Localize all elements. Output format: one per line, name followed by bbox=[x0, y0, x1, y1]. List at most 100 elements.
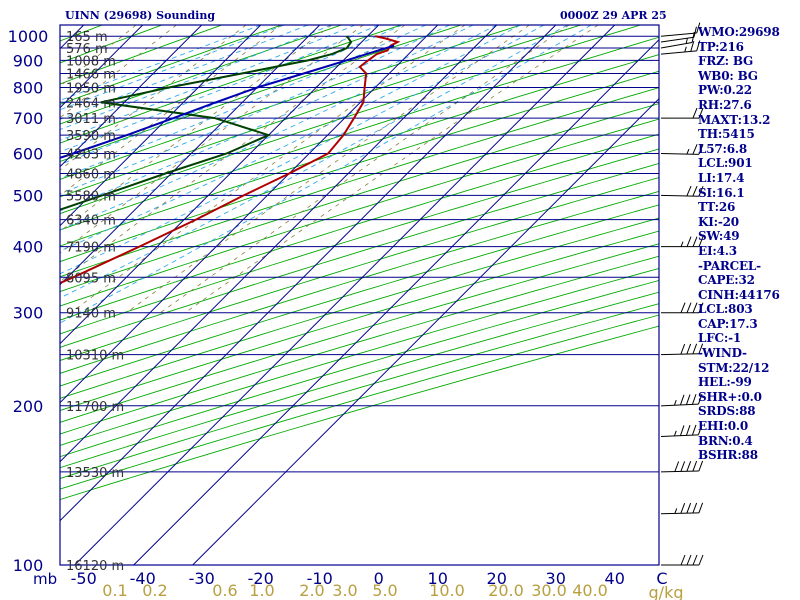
index-item: MAXT:13.2 bbox=[698, 112, 771, 127]
wind-barb-flag bbox=[686, 343, 692, 355]
wind-barb-flag bbox=[692, 185, 698, 197]
mixing-ratio-label: 3.0 bbox=[332, 581, 357, 600]
pressure-tick-label: 500 bbox=[13, 186, 44, 205]
dry-adiabat bbox=[60, 217, 659, 399]
mixing-ratio-label: 30.0 bbox=[531, 581, 567, 600]
wind-barb-flag bbox=[698, 554, 704, 566]
wind-barb-flag bbox=[698, 186, 704, 197]
wind-barb-half-flag bbox=[686, 148, 690, 155]
index-item: CINH:44176 bbox=[698, 287, 780, 302]
height-label: 4203 m bbox=[66, 148, 116, 163]
isotherm bbox=[74, 25, 616, 565]
wind-barb bbox=[660, 502, 704, 515]
wind-barb bbox=[660, 31, 695, 49]
index-item: STM:22/12 bbox=[698, 360, 770, 375]
temperature-tick-label: 40 bbox=[605, 569, 625, 588]
wind-barb-flag bbox=[698, 236, 704, 247]
temperature-tick-label: -40 bbox=[130, 569, 156, 588]
wind-barb-flag bbox=[698, 302, 704, 313]
wind-barb-flag bbox=[692, 460, 698, 472]
mixing-ratio-lines bbox=[60, 25, 599, 314]
index-item: TT:26 bbox=[698, 200, 736, 215]
wind-barb-staff bbox=[660, 36, 694, 43]
plot-border bbox=[59, 24, 660, 566]
mixing-ratio-label: 0.6 bbox=[212, 581, 237, 600]
wind-barb bbox=[660, 185, 704, 197]
dry-adiabat bbox=[0, 25, 42, 565]
wind-barb-flag bbox=[686, 302, 692, 313]
moist-adiabat bbox=[60, 25, 474, 212]
height-label: 10310 m bbox=[66, 349, 124, 364]
dry-adiabat bbox=[60, 314, 659, 490]
isotherm bbox=[133, 38, 659, 565]
wind-barb-flag bbox=[693, 26, 697, 38]
wind-barb-flag bbox=[697, 424, 703, 435]
height-label: 1950 m bbox=[66, 82, 116, 97]
wind-barb-flag bbox=[698, 343, 704, 354]
temperature-tick-label: -50 bbox=[71, 569, 97, 588]
wind-barb-half-flag bbox=[680, 241, 684, 247]
wind-barb-flag bbox=[680, 503, 686, 514]
mixing-ratio-line bbox=[60, 25, 282, 197]
index-item: LI:17.4 bbox=[698, 170, 745, 185]
wind-barb-flag bbox=[685, 425, 691, 436]
pressure-tick-label: 100 bbox=[13, 556, 44, 575]
wind-barb bbox=[660, 144, 704, 155]
dry-adiabat bbox=[60, 25, 222, 85]
dry-adiabat bbox=[60, 325, 659, 501]
wind-barb-flag bbox=[698, 144, 704, 155]
temperature-tick-label: 30 bbox=[546, 569, 566, 588]
wind-barb-flag bbox=[692, 236, 698, 247]
wind-barb-flag bbox=[686, 236, 692, 247]
sounding-traces bbox=[60, 35, 401, 285]
dry-adiabat bbox=[60, 255, 659, 435]
index-item: BSHR:88 bbox=[698, 448, 758, 463]
wind-barb-half-flag bbox=[673, 399, 677, 406]
wind-barb-flag bbox=[696, 40, 701, 52]
index-item: EHI:0.0 bbox=[698, 419, 749, 434]
isotherm bbox=[60, 25, 498, 463]
mixing-ratio-line bbox=[126, 25, 530, 314]
wind-barb-flag bbox=[692, 554, 698, 566]
wind-barb-flag bbox=[679, 394, 685, 406]
wind-barb-flag bbox=[691, 394, 697, 405]
wind-barb-staff bbox=[660, 42, 693, 49]
height-label: 8095 m bbox=[66, 271, 116, 286]
wind-barb-flag bbox=[698, 460, 704, 472]
wind-barb-flag bbox=[674, 461, 680, 472]
index-item: L57:6.8 bbox=[698, 141, 748, 156]
wind-barb-flag bbox=[692, 343, 698, 355]
mixing-ratio-line bbox=[60, 25, 406, 282]
wind-barb-flag bbox=[691, 424, 697, 436]
isotherm bbox=[192, 97, 659, 565]
parcel-trace bbox=[60, 44, 395, 159]
wind-barb-flag bbox=[686, 461, 692, 472]
wind-barb-flag bbox=[692, 107, 698, 119]
wind-barb-staff bbox=[660, 470, 699, 473]
dry-adiabat bbox=[60, 70, 659, 263]
wind-barb bbox=[660, 424, 703, 437]
height-label: 4860 m bbox=[66, 168, 116, 183]
wind-barb-flag bbox=[696, 22, 701, 34]
wind-barb-half-flag bbox=[684, 46, 687, 53]
wind-section-heading: -WIND- bbox=[698, 346, 747, 361]
wind-barbs bbox=[660, 22, 704, 566]
index-item: TP:216 bbox=[698, 39, 744, 54]
wind-barb-staff bbox=[660, 353, 699, 356]
mixing-ratio-line bbox=[60, 25, 177, 119]
dry-adiabat bbox=[60, 25, 163, 64]
index-item: HEL:-99 bbox=[698, 375, 752, 390]
dry-adiabat bbox=[60, 243, 659, 423]
dewpoint-trace bbox=[60, 35, 353, 211]
index-item: BRN:0.4 bbox=[698, 433, 753, 448]
pressure-unit-label: mb bbox=[33, 570, 57, 588]
height-label: 3011 m bbox=[66, 112, 116, 127]
pressure-tick-label: 200 bbox=[13, 397, 44, 416]
index-item: WMO:29698 bbox=[698, 25, 780, 39]
height-label: 576 m bbox=[66, 42, 108, 57]
mixing-ratio-unit-label: g/kg bbox=[649, 583, 684, 600]
wind-barb-flag bbox=[698, 107, 704, 119]
dry-adiabat bbox=[60, 25, 462, 162]
moist-adiabat bbox=[60, 25, 450, 195]
mixing-ratio-label: 10.0 bbox=[429, 581, 465, 600]
